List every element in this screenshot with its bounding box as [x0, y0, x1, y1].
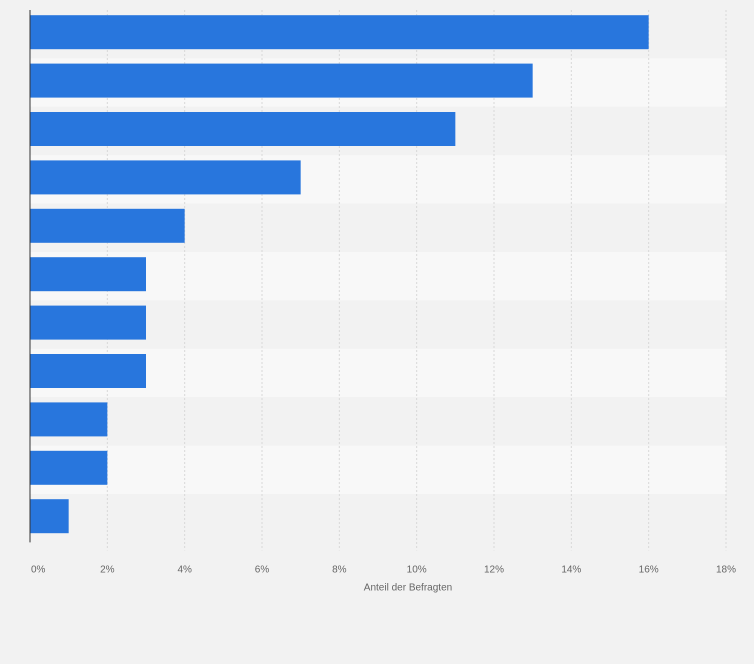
row-band	[30, 445, 726, 494]
bars	[30, 15, 649, 534]
bar[interactable]	[30, 160, 301, 195]
bar[interactable]	[30, 402, 108, 437]
x-tick-label: 4%	[177, 564, 192, 575]
x-axis-title: Anteil der Befragten	[364, 582, 452, 593]
x-tick-label: 12%	[484, 564, 504, 575]
bar[interactable]	[30, 450, 108, 485]
x-tick-label: 14%	[561, 564, 581, 575]
x-tick-label: 8%	[332, 564, 347, 575]
x-tick-label: 18%	[716, 564, 736, 575]
bar[interactable]	[30, 15, 649, 50]
row-band	[30, 397, 726, 446]
x-tick-label: 10%	[407, 564, 427, 575]
x-tick-label: 2%	[100, 564, 115, 575]
x-tick-label: 6%	[255, 564, 270, 575]
x-axis-ticks: 0% 2% 4% 6% 8% 10% 12% 14% 16% 18%	[31, 564, 736, 575]
x-tick-label: 0%	[31, 564, 46, 575]
bar[interactable]	[30, 354, 146, 388]
bar[interactable]	[30, 305, 146, 340]
bar[interactable]	[30, 257, 146, 292]
bar[interactable]	[30, 112, 456, 146]
bar[interactable]	[30, 208, 185, 243]
bar[interactable]	[30, 63, 533, 98]
bar[interactable]	[30, 499, 69, 534]
row-band	[30, 494, 726, 543]
x-tick-label: 16%	[639, 564, 659, 575]
